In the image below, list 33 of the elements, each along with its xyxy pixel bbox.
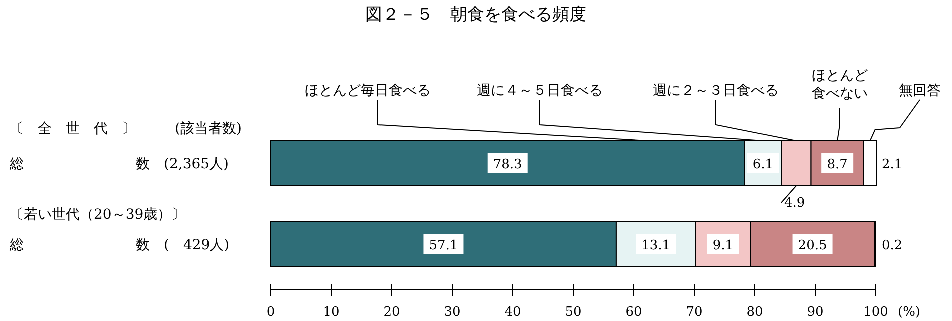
data-label: 20.5	[798, 238, 828, 254]
x-tick-label: 100	[864, 305, 888, 320]
data-label: 2.1	[882, 158, 903, 172]
text: 週に４～５日食べる	[477, 83, 603, 99]
text: 〔 全 世 代 〕	[10, 121, 136, 137]
data-label: 57.1	[429, 238, 458, 254]
chart-title: 図２－５ 朝食を食べる頻度	[366, 5, 586, 25]
x-tick-label: 80	[746, 305, 764, 320]
data-label: 9.1	[712, 238, 734, 254]
text: 〔若い世代（20～39歳）〕	[10, 207, 186, 223]
data-label: 78.3	[493, 158, 522, 172]
data-label: 6.1	[752, 158, 774, 172]
data-label: 8.7	[827, 158, 848, 172]
x-tick-label: 70	[686, 305, 703, 320]
x-tick-label: 10	[323, 305, 340, 320]
text: 無回答	[899, 83, 941, 99]
x-tick-label: 0	[266, 305, 276, 320]
text: ほとんど食べない	[812, 68, 868, 102]
text: (該当者数)	[175, 121, 242, 137]
x-tick-label: 40	[504, 305, 522, 320]
x-tick-label: 20	[384, 305, 400, 320]
text: ほとんど毎日食べる	[305, 83, 431, 99]
data-label: 13.1	[642, 238, 671, 254]
x-tick-label: 50	[565, 305, 582, 320]
x-tick-label: 60	[626, 305, 642, 320]
data-label: 0.2	[882, 238, 903, 254]
x-tick-label: 30	[444, 305, 461, 320]
y-tick-label: 総 数 (2,365人)	[9, 156, 230, 172]
text: 週に２～３日食べる	[653, 83, 779, 99]
x-tick-label: 90	[807, 305, 824, 320]
data-label: 4.9	[784, 196, 806, 211]
y-tick-label: 総 数 ( 429人)	[9, 238, 230, 254]
x-axis-title: (%)	[898, 305, 920, 320]
